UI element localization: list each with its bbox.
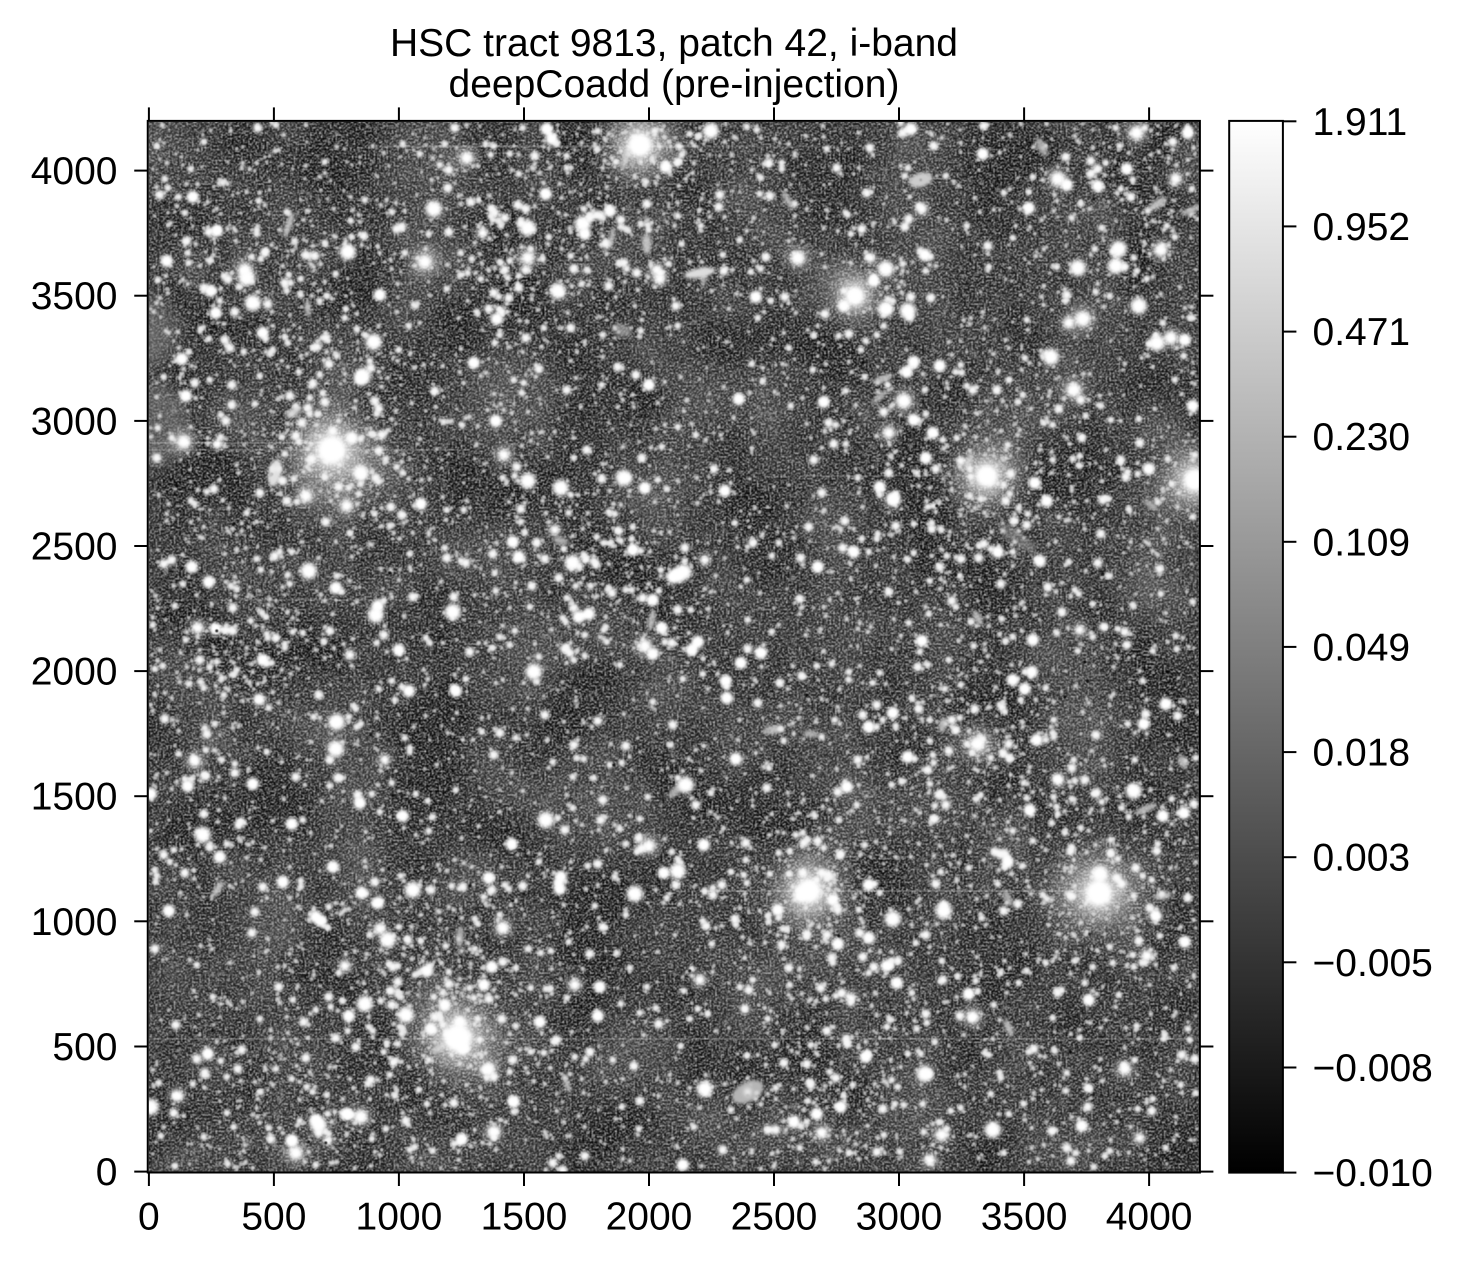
svg-text:HSC tract 9813, patch 42, i-ba: HSC tract 9813, patch 42, i-band: [390, 22, 958, 65]
svg-text:500: 500: [241, 1196, 306, 1239]
svg-text:0.952: 0.952: [1313, 206, 1411, 249]
svg-text:2000: 2000: [31, 651, 118, 694]
svg-text:500: 500: [52, 1026, 117, 1069]
svg-text:0.109: 0.109: [1313, 521, 1411, 564]
svg-text:−0.008: −0.008: [1313, 1047, 1433, 1090]
svg-text:1500: 1500: [31, 776, 118, 819]
svg-text:3500: 3500: [31, 275, 118, 318]
svg-text:1000: 1000: [31, 901, 118, 944]
svg-text:3500: 3500: [981, 1196, 1068, 1239]
svg-text:0.049: 0.049: [1313, 626, 1411, 669]
svg-text:1000: 1000: [356, 1196, 443, 1239]
svg-text:−0.005: −0.005: [1313, 942, 1433, 985]
svg-text:2000: 2000: [606, 1196, 693, 1239]
svg-text:1500: 1500: [481, 1196, 568, 1239]
svg-text:0: 0: [96, 1151, 118, 1194]
svg-text:1.911: 1.911: [1313, 101, 1408, 144]
svg-text:deepCoadd (pre-injection): deepCoadd (pre-injection): [449, 63, 900, 106]
svg-text:4000: 4000: [1106, 1196, 1193, 1239]
svg-text:3000: 3000: [31, 400, 118, 443]
svg-text:0: 0: [138, 1196, 160, 1239]
svg-text:0.018: 0.018: [1313, 732, 1411, 775]
svg-text:0.003: 0.003: [1313, 837, 1411, 880]
svg-text:2500: 2500: [31, 526, 118, 569]
svg-text:3000: 3000: [856, 1196, 943, 1239]
svg-text:0.230: 0.230: [1313, 416, 1411, 459]
svg-text:−0.010: −0.010: [1313, 1152, 1433, 1195]
svg-text:0.471: 0.471: [1313, 311, 1411, 354]
svg-text:2500: 2500: [731, 1196, 818, 1239]
svg-text:4000: 4000: [31, 150, 118, 193]
